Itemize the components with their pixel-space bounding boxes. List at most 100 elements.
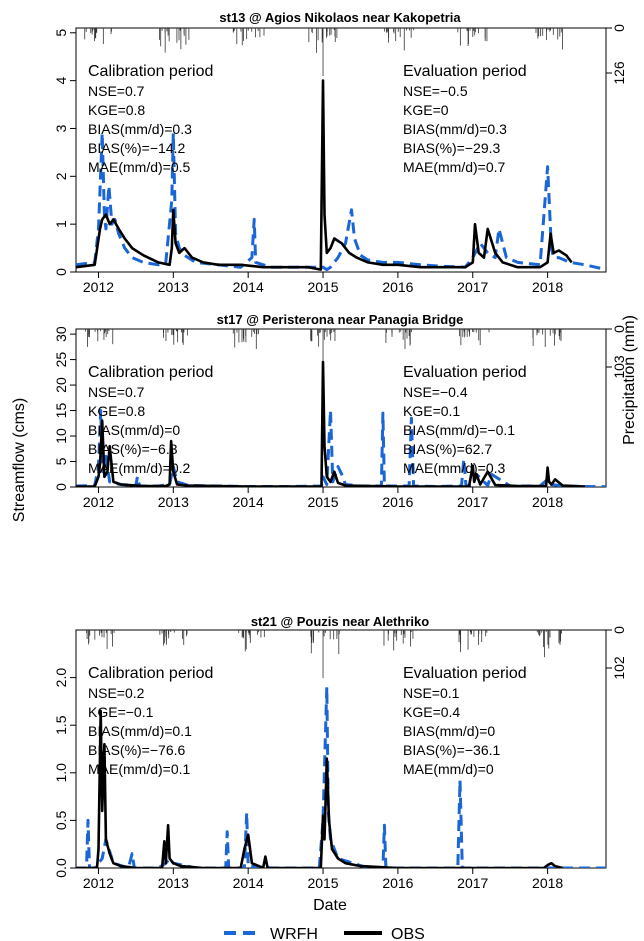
stat-line: NSE=−0.4: [403, 384, 468, 400]
panel-1-title: st13 @ Agios Nikolaos near Kakopetria: [219, 10, 461, 25]
x-tick-label: 2016: [382, 875, 413, 891]
x-tick-label: 2013: [158, 279, 189, 295]
y-tick-label: 30: [53, 326, 69, 342]
precip-tick-label: 0: [611, 626, 627, 634]
x-tick-label: 2017: [457, 494, 488, 510]
y-tick-label: 10: [53, 428, 69, 444]
stat-line: BIAS(mm/d)=−0.1: [403, 422, 515, 438]
evaluation-stats: Evaluation period NSE=−0.5 KGE=0 BIAS(mm/d)…: [403, 63, 527, 175]
precip-tick-label: 0: [611, 24, 627, 32]
precip-tick-label: 126: [611, 61, 627, 85]
stat-line: KGE=−0.1: [88, 704, 154, 720]
precipitation-bars: [84, 329, 562, 377]
panel-1-plot: 0 1 2 3 4 5 0 126 2012 2013 2014 2015 2016 2017 2018 Ca…: [53, 24, 627, 295]
evaluation-stats: Evaluation period NSE=−0.4 KGE=0.1 BIAS(mm/…: [403, 364, 527, 476]
x-tick-label: 2014: [233, 279, 264, 295]
y-tick-label: 4: [53, 77, 69, 85]
x-tick-label: 2015: [307, 279, 338, 295]
plot-frame: [75, 328, 607, 488]
calibration-heading: Calibration period: [88, 63, 213, 80]
legend-wrfh-label: WRFH: [270, 926, 318, 941]
precipitation-bars: [86, 630, 562, 678]
y-axis-label-precipitation: Precipitation (mm): [621, 315, 638, 445]
plot-frame: [75, 27, 607, 273]
stat-line: NSE=0.2: [88, 685, 145, 701]
panel-1: st13 @ Agios Nikolaos near Kakopetria 0 1…: [53, 10, 627, 295]
x-tick-label: 2013: [158, 494, 189, 510]
stat-line: BIAS(%)=−14.2: [88, 140, 185, 156]
calibration-stats: Calibration period NSE=0.7 KGE=0.8 BIAS(mm/…: [88, 63, 213, 175]
x-tick-label: 2012: [83, 494, 114, 510]
evaluation-heading: Evaluation period: [403, 364, 527, 381]
x-tick-label: 2018: [532, 875, 563, 891]
x-tick-label: 2016: [382, 494, 413, 510]
calibration-stats: Calibration period NSE=0.7 KGE=0.8 BIAS(mm/…: [88, 364, 213, 476]
series-line-obs: [76, 709, 563, 868]
stat-line: MAE(mm/d)=0.1: [88, 761, 191, 777]
stat-line: BIAS(mm/d)=0.3: [403, 121, 507, 137]
legend-obs-label: OBS: [391, 926, 425, 941]
precipitation-bars: [84, 28, 564, 76]
x-tick-label: 2018: [532, 279, 563, 295]
stat-line: KGE=0.8: [88, 102, 145, 118]
x-tick-label: 2013: [158, 875, 189, 891]
y-tick-label: 5: [53, 457, 69, 465]
stat-line: BIAS(%)=−36.1: [403, 742, 500, 758]
y-tick-label: 0.5: [53, 810, 69, 830]
y-tick-label: 1: [53, 220, 69, 228]
stat-line: NSE=0.7: [88, 83, 145, 99]
series-group: [76, 360, 606, 487]
calibration-heading: Calibration period: [88, 665, 213, 682]
evaluation-stats: Evaluation period NSE=0.1 KGE=0.4 BIAS(mm/d…: [403, 665, 527, 777]
stat-line: BIAS(%)=−6.3: [88, 441, 178, 457]
x-tick-label: 2012: [83, 875, 114, 891]
x-tick-label: 2018: [532, 494, 563, 510]
y-tick-label: 1.5: [53, 715, 69, 735]
series-line-wrfh: [76, 685, 606, 868]
x-tick-label: 2017: [457, 279, 488, 295]
y-tick-label: 5: [53, 29, 69, 37]
y-tick-label: 25: [53, 352, 69, 368]
y-tick-label: 2: [53, 172, 69, 180]
stat-line: BIAS(%)=−29.3: [403, 140, 500, 156]
y-tick-label: 0: [53, 483, 69, 491]
panel-2: st17 @ Peristerona near Panagia Bridge 0…: [53, 312, 627, 510]
stat-line: KGE=0.4: [403, 704, 460, 720]
x-tick-label: 2014: [233, 875, 264, 891]
plot-frame: [75, 629, 607, 869]
y-tick-label: 1.0: [53, 763, 69, 783]
evaluation-heading: Evaluation period: [403, 63, 527, 80]
series-group: [76, 79, 606, 272]
x-tick-label: 2015: [307, 494, 338, 510]
panel-3-title: st21 @ Pouzis near Alethriko: [251, 614, 429, 629]
y-tick-label: 20: [53, 377, 69, 393]
panel-3-plot: 0.0 0.5 1.0 1.5 2.0 0 102 2012 2013 2014 2015 2016 2…: [53, 626, 627, 891]
stat-line: NSE=0.7: [88, 384, 145, 400]
stat-line: NSE=0.1: [403, 685, 460, 701]
stat-line: KGE=0: [403, 102, 449, 118]
x-tick-label: 2014: [233, 494, 264, 510]
evaluation-heading: Evaluation period: [403, 665, 527, 682]
y-tick-label: 0: [53, 268, 69, 276]
series-line-obs: [76, 79, 573, 271]
calibration-stats: Calibration period NSE=0.2 KGE=−0.1 BIAS(mm…: [88, 665, 213, 777]
panel-2-title: st17 @ Peristerona near Panagia Bridge: [217, 312, 464, 327]
precip-tick-label: 0: [611, 325, 627, 333]
stat-line: BIAS(%)=−76.6: [88, 742, 185, 758]
y-tick-label: 15: [53, 403, 69, 419]
x-tick-label: 2012: [83, 279, 114, 295]
stat-line: MAE(mm/d)=0.2: [88, 460, 191, 476]
stat-line: BIAS(mm/d)=0.3: [88, 121, 192, 137]
legend: WRFH OBS: [224, 926, 425, 941]
stat-line: MAE(mm/d)=0.5: [88, 159, 191, 175]
series-group: [76, 685, 606, 868]
stat-line: KGE=0.1: [403, 403, 460, 419]
stat-line: BIAS(mm/d)=0: [403, 723, 495, 739]
y-tick-label: 0.0: [53, 858, 69, 878]
precip-tick-label: 103: [611, 355, 627, 379]
x-axis-label-date: Date: [313, 897, 347, 914]
stat-line: MAE(mm/d)=0: [403, 761, 494, 777]
panel-2-plot: 0 5 10 15 20 25 30 0 103 2012 2013 2014 2015 2016 2017…: [53, 325, 627, 510]
precip-tick-label: 102: [611, 656, 627, 680]
